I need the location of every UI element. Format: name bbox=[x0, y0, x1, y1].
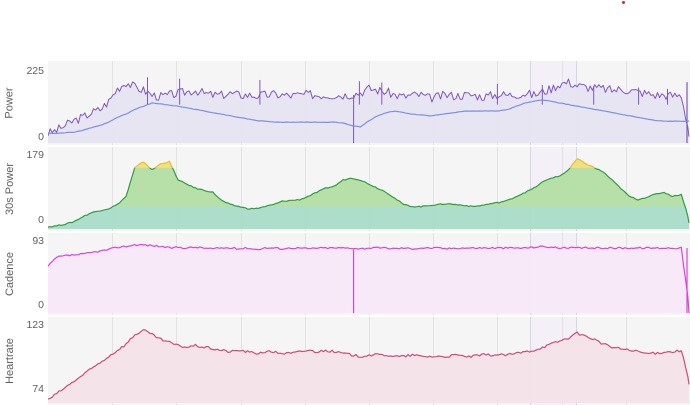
heartrate-panel: Heartrate 123 74 bbox=[0, 317, 690, 405]
series-area-high bbox=[112, 158, 686, 207]
series-line bbox=[48, 243, 690, 314]
series-area bbox=[48, 244, 689, 313]
series-line bbox=[48, 78, 690, 137]
heartrate-tick-max: 123 bbox=[26, 319, 44, 331]
power-tick-max: 225 bbox=[26, 65, 44, 77]
series-line bbox=[48, 329, 690, 400]
heartrate-tick-min: 74 bbox=[32, 383, 44, 395]
power-axis-label: Power bbox=[4, 87, 16, 119]
heartrate-plot[interactable] bbox=[48, 317, 690, 405]
series-line bbox=[48, 99, 690, 135]
power-30s-panel: 30s Power 179 0 bbox=[0, 147, 690, 231]
power-panel: Power 225 0 bbox=[0, 61, 690, 145]
heartrate-axis-label: Heartrate bbox=[4, 338, 17, 384]
power-30s-tick-max: 179 bbox=[26, 149, 44, 161]
series-line bbox=[48, 167, 690, 228]
cadence-plot[interactable] bbox=[48, 233, 690, 315]
series-area bbox=[48, 79, 689, 143]
power-30s-plot[interactable] bbox=[48, 147, 690, 231]
indicator-dot bbox=[622, 1, 625, 4]
cadence-panel: Cadence 93 0 bbox=[0, 233, 690, 315]
series-area bbox=[48, 329, 689, 403]
power-30s-tick-min: 0 bbox=[38, 214, 44, 226]
cadence-axis-label: Cadence bbox=[4, 251, 17, 297]
power-30s-axis-label: 30s Power bbox=[4, 163, 17, 215]
power-tick-min: 0 bbox=[38, 131, 44, 143]
power-plot[interactable] bbox=[48, 61, 690, 145]
series-line-peak bbox=[134, 158, 596, 168]
cadence-tick-max: 93 bbox=[32, 235, 44, 247]
cadence-tick-min: 0 bbox=[38, 299, 44, 311]
